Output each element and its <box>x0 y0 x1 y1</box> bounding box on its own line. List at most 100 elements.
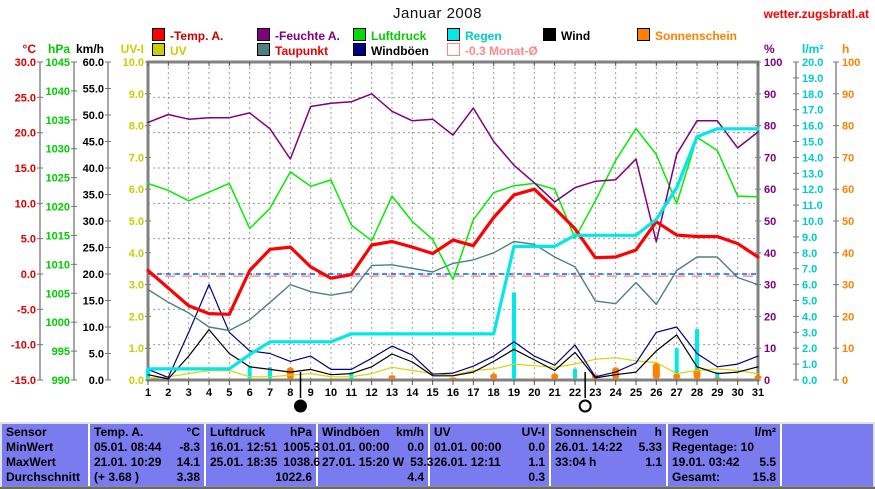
x-axis-day-label: 22 <box>569 387 581 399</box>
axis-tick-label-kmh: 10.0 <box>83 322 104 334</box>
table-column-regen: Regen l/m² Regentage: 10 19.01. 03:42 5.5 Ges… <box>668 424 782 486</box>
axis-tick-label-hpa: 1010 <box>46 259 70 271</box>
cell-text: Windböen <box>322 425 380 439</box>
column-header: UV UV-I <box>434 425 545 440</box>
bar-sonnenschein <box>469 378 477 379</box>
row-label: Durchschnitt <box>6 470 84 485</box>
x-axis-day-label: 23 <box>589 387 601 399</box>
legend-swatch-icon <box>152 28 165 41</box>
axis-tick-label-temp: -10.0 <box>11 340 36 352</box>
avg-row: 0.3 <box>434 470 545 485</box>
bar-sonnenschein <box>286 367 294 379</box>
axis-tick-label-hrs: 90 <box>842 89 854 101</box>
x-axis-day-label: 28 <box>691 387 703 399</box>
axis-tick-label-uvi: 9.0 <box>129 89 144 101</box>
row-label: MinWert <box>6 440 84 455</box>
cell-text: 16.01. 12:51 <box>210 440 278 454</box>
x-axis-day-label: 29 <box>711 387 723 399</box>
axis-tick-label-kmh: 0.0 <box>89 375 104 387</box>
bar-sonnenschein <box>490 373 498 379</box>
legend-label: -0.3 Monat-Ø <box>465 44 538 58</box>
column-header: Luftdruck hPa <box>210 425 312 440</box>
axis-tick-label-kmh: 35.0 <box>83 190 104 202</box>
max-row: 26.01. 12:11 1.1 <box>434 455 545 470</box>
x-axis-day-label: 27 <box>671 387 683 399</box>
cell-text: Regen <box>672 425 709 439</box>
axis-tick-label-lm2: 1.0 <box>802 359 817 371</box>
x-axis-day-label: 13 <box>386 387 398 399</box>
legend-label: Luftdruck <box>371 29 427 43</box>
cell-text: 33:04 h <box>555 455 597 469</box>
x-axis-day-label: 5 <box>226 387 232 399</box>
row-label: Sensor <box>6 425 84 440</box>
axis-tick-label-uvi: 6.0 <box>129 184 144 196</box>
x-axis-day-label: 15 <box>427 387 439 399</box>
axis-tick-label-lm2: 14.0 <box>802 152 823 164</box>
cell-value: -8.3 <box>179 440 200 454</box>
cell-text: (+ 3.68 ) <box>94 470 140 484</box>
axis-tick-label-kmh: 15.0 <box>83 296 104 308</box>
legend-swatch-icon <box>257 28 270 41</box>
axis-tick-label-hpa: 1040 <box>46 86 70 98</box>
legend-item-regen: Regen <box>447 28 502 43</box>
table-column-luftdruck: Luftdruck hPa 16.01. 12:51 1005.3 25.01. 18:… <box>206 424 321 486</box>
axis-unit-lm2: l/m² <box>802 42 823 56</box>
cell-text: Luftdruck <box>210 425 266 439</box>
cell-text: MaxWert <box>6 455 56 469</box>
axis-tick-label-hpa: 1045 <box>46 57 70 69</box>
x-axis-day-label: 4 <box>206 387 213 399</box>
legend-label: Windböen <box>371 44 429 58</box>
cell-value: 1005.3 <box>283 440 321 454</box>
bar-regen-tag <box>146 368 150 379</box>
axis-tick-label-lm2: 10.0 <box>802 216 823 228</box>
x-axis-day-label: 3 <box>186 387 192 399</box>
max-row: 26.01. 14:22 5.33 <box>555 440 662 455</box>
axis-tick-label-kmh: 45.0 <box>83 137 104 149</box>
bar-sonnenschein <box>693 368 701 379</box>
cell-value: 1.1 <box>645 455 662 469</box>
axis-unit-kmh: km/h <box>76 42 104 56</box>
bar-sonnenschein <box>713 377 721 379</box>
min-row: 01.01. 00:00 0.0 <box>434 440 545 455</box>
axis-tick-label-temp: -15.0 <box>11 375 36 387</box>
cell-text: 19.01. 03:42 <box>672 455 740 469</box>
page-title: Januar 2008 <box>393 5 482 22</box>
new-moon-icon <box>294 399 307 413</box>
axis-tick-label-hrs: 80 <box>842 121 854 133</box>
cell-value: 3.38 <box>176 470 200 484</box>
table-column-windb-en: Windböen km/h 01.01. 00:00 0.0 27.01. 15:20 … <box>318 424 433 486</box>
axis-tick-label-hpa: 1015 <box>46 230 70 242</box>
axis-tick-label-uvi: 3.0 <box>129 280 144 292</box>
legend-label: -Feuchte A. <box>275 29 340 43</box>
axis-tick-label-uvi: 1.0 <box>129 343 144 355</box>
bar-sonnenschein <box>327 378 335 379</box>
x-axis-day-label: 7 <box>267 387 273 399</box>
legend-swatch-icon <box>257 43 270 56</box>
axis-tick-label-pct: 100 <box>764 57 782 69</box>
axis-tick-label-temp: -5.0 <box>17 304 36 316</box>
axis-tick-label-lm2: 18.0 <box>802 89 823 101</box>
axis-tick-label-hpa: 1035 <box>46 115 70 127</box>
table-column-uv: UV UV-I 01.01. 00:00 0.0 26.01. 12:11 1.1 0.3 <box>430 424 551 486</box>
axis-tick-label-kmh: 30.0 <box>83 216 104 228</box>
axis-tick-label-temp: 5.0 <box>21 234 36 246</box>
column-header: Windböen km/h <box>322 425 424 440</box>
axis-tick-label-lm2: 16.0 <box>802 121 823 133</box>
bar-sonnenschein <box>388 375 396 379</box>
axis-tick-label-pct: 80 <box>764 121 776 133</box>
cell-text: Regentage: 10 <box>672 440 755 454</box>
series-windboeen <box>147 284 759 378</box>
axis-tick-label-pct: 50 <box>764 216 776 228</box>
axis-tick-label-lm2: 20.0 <box>802 57 823 69</box>
axis-tick-label-uvi: 2.0 <box>129 311 144 323</box>
cell-value: l/m² <box>754 425 776 439</box>
cell-text: MinWert <box>6 440 54 454</box>
legend-item-luftdruck: Luftdruck <box>353 28 426 43</box>
axis-tick-label-lm2: 5.0 <box>802 296 817 308</box>
axis-tick-label-pct: 10 <box>764 343 776 355</box>
bar-sonnenschein <box>754 375 762 379</box>
axis-tick-label-hrs: 50 <box>842 216 854 228</box>
x-axis-day-label: 14 <box>406 387 419 399</box>
bar-sonnenschein <box>734 378 742 379</box>
